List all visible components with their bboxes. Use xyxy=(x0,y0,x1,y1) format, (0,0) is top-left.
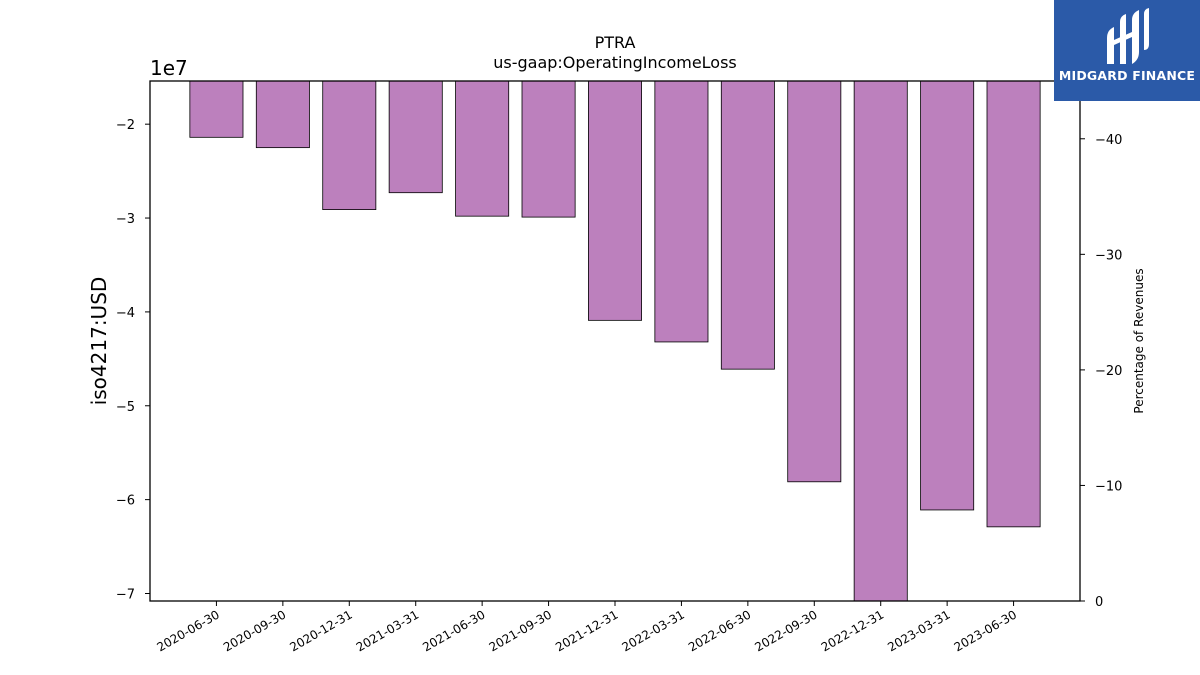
bar-2020-09-30 xyxy=(255,80,310,149)
y2-tick-label: −10 xyxy=(1095,479,1122,494)
y-tick-label: −3 xyxy=(116,212,135,227)
midgard-logo: MIDGARD FINANCE xyxy=(1054,0,1200,101)
bar-2022-09-30 xyxy=(787,80,842,483)
bar-2021-03-31 xyxy=(388,80,443,194)
y-ticks-group: −2 −3 −4 −5 −6 −7 xyxy=(116,118,150,602)
bar-2022-06-30 xyxy=(720,80,775,370)
chart-title: PTRA xyxy=(595,33,636,52)
bar-2022-12-31 xyxy=(853,80,908,602)
y2-tick-label: −20 xyxy=(1095,364,1122,379)
y2-tick-label: 0 xyxy=(1095,595,1103,610)
chart-subtitle: us-gaap:OperatingIncomeLoss xyxy=(493,53,737,72)
x-tick-label-2020-09-30: 2020-09-30 xyxy=(221,607,288,654)
y-offset-label: 1e7 xyxy=(150,56,188,80)
y-tick-label: −6 xyxy=(116,494,135,509)
x-tick-label-2020-06-30: 2020-06-30 xyxy=(155,607,222,654)
bars-group xyxy=(189,80,1041,602)
plot-frame xyxy=(149,80,1081,602)
bar-2023-06-30 xyxy=(986,80,1041,528)
y-tick-label: −2 xyxy=(116,118,135,133)
y-tick-label: −4 xyxy=(116,306,135,321)
y-tick-label: −5 xyxy=(116,400,135,415)
x-tick-label-2020-12-31: 2020-12-31 xyxy=(287,607,354,654)
midgard-logo-icon xyxy=(1107,8,1149,64)
bar-2020-12-31 xyxy=(322,80,377,210)
x-tick-label-2022-03-31: 2022-03-31 xyxy=(620,607,687,654)
bar-2021-12-31 xyxy=(588,80,642,321)
y-axis-label: iso4217:USD xyxy=(87,277,111,406)
x-tick-label-2021-12-31: 2021-12-31 xyxy=(553,607,620,654)
x-tick-label-2022-09-30: 2022-09-30 xyxy=(752,607,819,654)
bar-2023-03-31 xyxy=(920,80,975,511)
y-tick-label: −7 xyxy=(116,587,135,602)
logo-text: MIDGARD FINANCE xyxy=(1058,68,1196,83)
x-tick-label-2023-06-30: 2023-06-30 xyxy=(952,607,1019,654)
y2-axis-label: Percentage of Revenues xyxy=(1132,268,1146,413)
x-tick-label-2022-12-31: 2022-12-31 xyxy=(819,607,886,654)
y2-tick-label: −40 xyxy=(1095,133,1122,148)
bar-2020-06-30 xyxy=(189,80,244,138)
bar-2021-06-30 xyxy=(455,80,510,217)
y2-ticks-group: −40 −30 −20 −10 0 xyxy=(1080,133,1122,610)
x-tick-label-2021-09-30: 2021-09-30 xyxy=(487,607,554,654)
x-tick-label-2021-03-31: 2021-03-31 xyxy=(354,607,421,654)
bar-2021-09-30 xyxy=(521,80,576,218)
x-tick-label-2021-06-30: 2021-06-30 xyxy=(420,607,487,654)
x-ticks-group: 2020-06-30 2020-09-30 2020-12-31 2021-03-31… xyxy=(155,601,1019,654)
y2-tick-label: −30 xyxy=(1095,248,1122,263)
bar-2022-03-31 xyxy=(654,80,709,343)
x-tick-label-2022-06-30: 2022-06-30 xyxy=(686,607,753,654)
x-tick-label-2023-03-31: 2023-03-31 xyxy=(885,607,952,654)
